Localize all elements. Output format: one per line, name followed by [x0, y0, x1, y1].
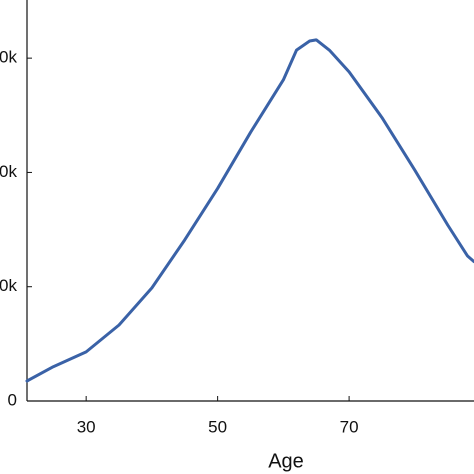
- y-tick-label: 10k: [0, 276, 17, 295]
- y-tick-label: 0: [8, 390, 17, 409]
- y-tick-label: 30k: [0, 48, 17, 67]
- x-axis-label: Age: [268, 450, 304, 472]
- line-series: [25, 38, 474, 383]
- x-tick-label: 30: [77, 417, 96, 436]
- x-tick-label: 70: [340, 417, 359, 436]
- x-tick-label: 50: [208, 417, 227, 436]
- y-tick-label: 20k: [0, 162, 17, 181]
